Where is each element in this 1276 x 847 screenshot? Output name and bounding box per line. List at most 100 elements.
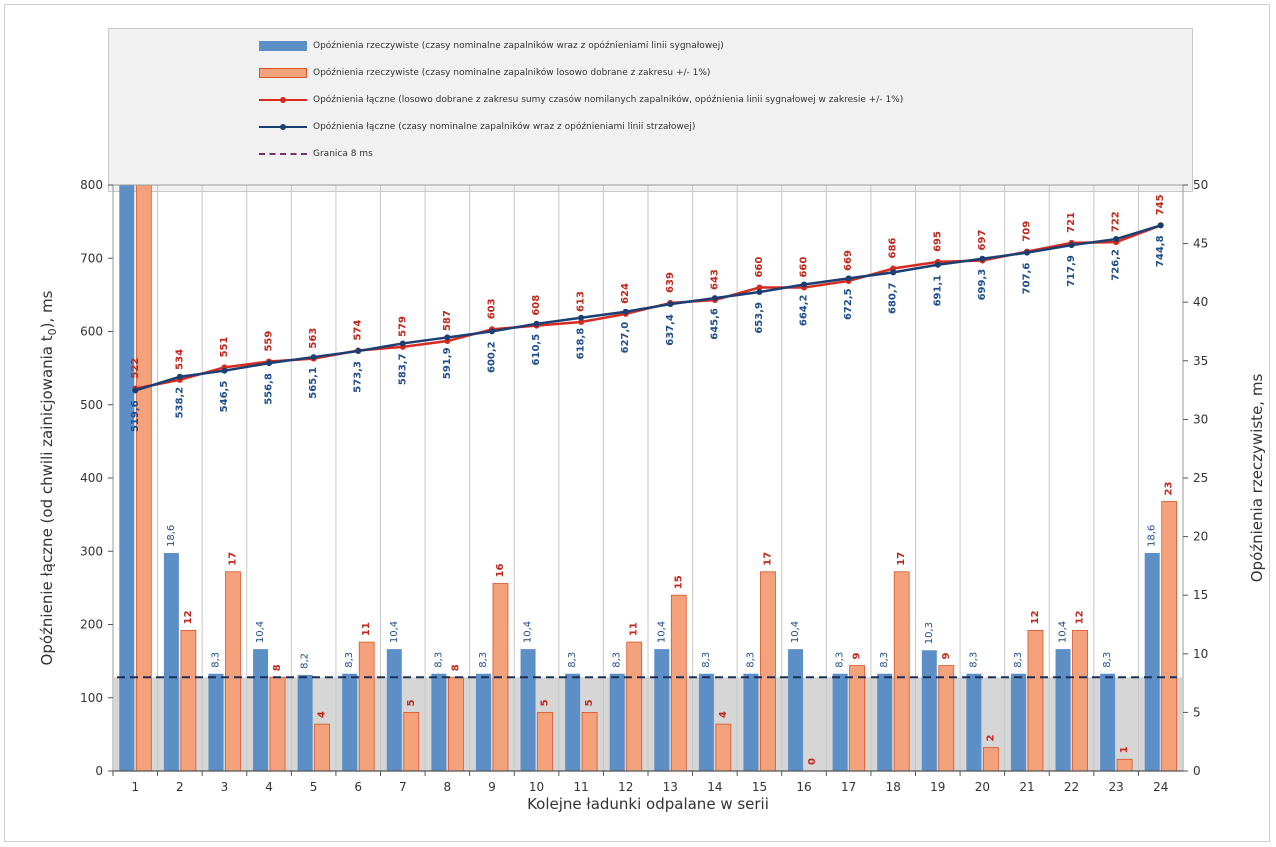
- bar-blue-label: 8,3: [1102, 652, 1113, 668]
- bar-blue-label: 8,3: [701, 652, 712, 668]
- bar-orange: [403, 712, 420, 772]
- y-right-tick-label: 40: [1193, 295, 1208, 309]
- line-red-label: 686: [888, 238, 899, 259]
- bar-orange-label: 8: [450, 664, 461, 671]
- bar-orange: [581, 712, 598, 772]
- y-axis-left-label-main: Opóźnienie łączne (od chwili zainicjowan…: [38, 335, 56, 665]
- y-right-tick-label: 20: [1193, 530, 1208, 544]
- bar-orange-label: 11: [361, 622, 372, 636]
- legend-label: Granica 8 ms: [313, 149, 373, 159]
- legend-label: Opóźnienia rzeczywiste (czasy nominalne …: [313, 41, 724, 51]
- line-red-label: 551: [219, 336, 230, 357]
- bar-orange: [537, 712, 553, 772]
- bar-blue-label: 18,6: [166, 525, 177, 547]
- y-left-tick-label: 500: [80, 398, 103, 412]
- y-axis-left-label: Opóźnienie łączne (od chwili zainicjowan…: [38, 290, 59, 665]
- bar-blue: [342, 673, 358, 771]
- bar-blue-label: 10,4: [1058, 621, 1069, 643]
- line-navy-nominal-point: [1068, 242, 1075, 249]
- line-navy-label: 699,3: [977, 269, 988, 301]
- x-tick-label: 11: [573, 780, 588, 794]
- line-navy-label: 600,2: [486, 341, 497, 373]
- bar-blue: [297, 674, 313, 771]
- line-red-label: 660: [754, 257, 765, 278]
- legend-label: Opóźnienia rzeczywiste (czasy nominalne …: [313, 68, 711, 78]
- line-red-label: 669: [843, 250, 854, 271]
- x-tick-label: 1: [131, 780, 139, 794]
- bar-blue-label: 8,3: [879, 652, 890, 668]
- bar-orange-label: 12: [183, 610, 194, 624]
- bar-blue-label: 8,3: [745, 652, 756, 668]
- bar-blue-label: 18,6: [1147, 525, 1158, 547]
- y-right-tick-label: 15: [1193, 588, 1208, 602]
- bar-orange: [358, 641, 375, 772]
- bar-blue: [743, 673, 759, 771]
- bar-blue: [163, 553, 179, 771]
- x-tick-label: 3: [221, 780, 229, 794]
- line-navy-label: 573,3: [353, 361, 364, 393]
- bar-orange-label: 11: [629, 622, 640, 636]
- bar-orange: [670, 594, 687, 772]
- x-tick-label: 9: [488, 780, 496, 794]
- x-tick-label: 6: [354, 780, 362, 794]
- legend-swatch-orange-bar: [259, 63, 307, 83]
- chart-frame: [4, 4, 1270, 842]
- bar-orange: [715, 723, 732, 772]
- y-right-tick-label: 25: [1193, 471, 1208, 485]
- line-navy-label: 744,8: [1155, 235, 1166, 267]
- line-red-label: 608: [531, 295, 542, 316]
- line-navy-label: 680,7: [888, 282, 899, 314]
- line-navy-label: 726,2: [1111, 249, 1122, 281]
- y-right-tick-label: 5: [1193, 705, 1201, 719]
- bar-orange: [1116, 758, 1133, 772]
- legend-item-navy-line: Opóźnienia łączne (czasy nominalne zapal…: [259, 117, 695, 137]
- line-navy-nominal-point: [801, 281, 808, 288]
- bar-orange: [1027, 629, 1044, 772]
- bar-orange: [180, 629, 197, 772]
- line-navy-label: 645,6: [709, 308, 720, 340]
- line-navy-label: 672,5: [843, 288, 854, 320]
- bar-blue-label: 8,3: [1013, 652, 1024, 668]
- bar-blue-label: 10,4: [656, 621, 667, 643]
- line-navy-label: 591,9: [442, 347, 453, 379]
- bar-orange-label: 5: [406, 699, 417, 706]
- bar-orange: [1072, 629, 1088, 772]
- bar-orange-label: 5: [540, 699, 551, 706]
- line-red-label: 721: [1066, 212, 1077, 233]
- bar-blue-label: 8,3: [612, 652, 623, 668]
- x-tick-label: 16: [796, 780, 811, 794]
- bar-orange: [849, 665, 866, 772]
- bar-orange: [269, 676, 286, 772]
- line-navy-label: 618,8: [576, 328, 587, 360]
- line-navy-nominal-point: [1157, 222, 1164, 229]
- x-tick-label: 4: [265, 780, 273, 794]
- line-navy-nominal-point: [1023, 249, 1030, 256]
- line-navy-label: 519,6: [130, 400, 141, 432]
- line-navy-nominal-point: [132, 387, 139, 394]
- legend: Opóźnienia rzeczywiste (czasy nominalne …: [108, 28, 1193, 192]
- bar-blue: [431, 673, 447, 771]
- line-navy-nominal-point: [399, 340, 406, 347]
- bar-blue-label: 10,3: [924, 622, 935, 644]
- bar-orange: [938, 665, 955, 772]
- bar-blue: [1055, 649, 1071, 771]
- line-navy-nominal-point: [1113, 236, 1120, 243]
- line-red-label: 695: [932, 231, 943, 252]
- bar-orange: [626, 641, 643, 772]
- legend-swatch-dashed-line: [259, 144, 307, 164]
- bar-orange: [135, 184, 152, 772]
- line-navy-nominal-point: [533, 320, 540, 327]
- line-navy-label: 717,9: [1066, 255, 1077, 287]
- x-tick-label: 7: [399, 780, 407, 794]
- line-navy-nominal-point: [756, 289, 763, 296]
- x-tick-label: 21: [1019, 780, 1034, 794]
- bar-orange-label: 15: [673, 575, 684, 589]
- bar-blue: [565, 673, 581, 771]
- bar-orange-label: 2: [985, 735, 996, 742]
- line-navy-nominal-point: [310, 354, 317, 361]
- bar-orange: [447, 676, 464, 772]
- bar-blue: [1010, 673, 1026, 771]
- bar-orange-label: 4: [718, 711, 729, 718]
